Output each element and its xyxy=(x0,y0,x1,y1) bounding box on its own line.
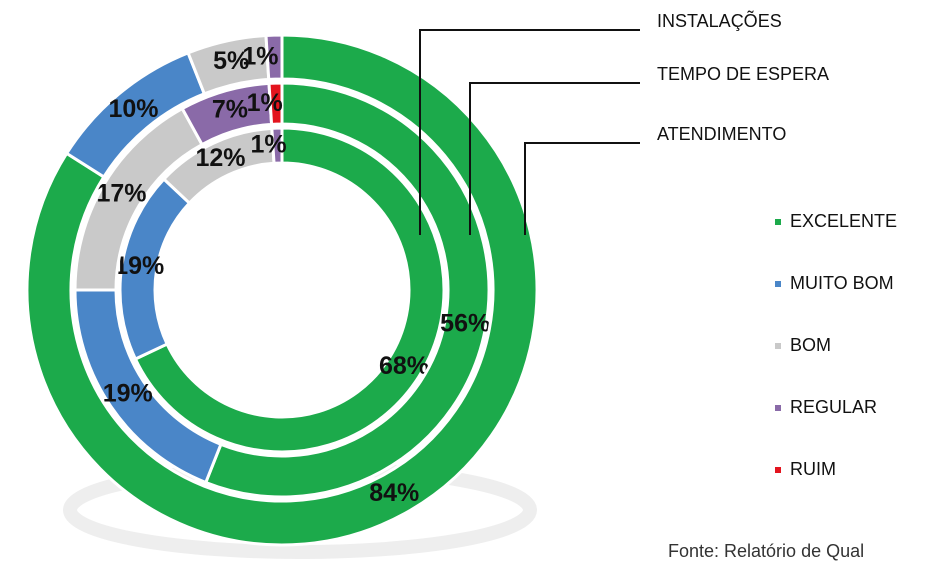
ring-segment xyxy=(264,33,284,82)
legend-label: REGULAR xyxy=(790,397,877,417)
value-label: 84% xyxy=(369,479,419,507)
legend-label: RUIM xyxy=(790,459,836,479)
ring-segment xyxy=(203,81,491,499)
ring-name: ATENDIMENTO xyxy=(657,124,786,144)
value-label: 56% xyxy=(440,310,490,338)
value-label: 19% xyxy=(103,379,153,407)
legend-label: MUITO BOM xyxy=(790,273,894,293)
legend-marker xyxy=(775,467,781,473)
value-label: 10% xyxy=(108,95,158,123)
value-label: 68% xyxy=(379,352,429,380)
legend-label: EXCELENTE xyxy=(790,211,897,231)
leader-line xyxy=(524,142,640,235)
footnote: Fonte: Relatório de Qual xyxy=(668,541,864,561)
value-label: 17% xyxy=(96,180,146,208)
legend-marker xyxy=(775,405,781,411)
value-label: 1% xyxy=(251,131,287,159)
ring-segment xyxy=(270,126,284,165)
ring-segment xyxy=(25,33,539,547)
value-label: 7% xyxy=(212,96,248,124)
value-label: 5% xyxy=(213,47,249,75)
legend-marker xyxy=(775,343,781,349)
value-label: 1% xyxy=(247,89,283,117)
ring-name: INSTALAÇÕES xyxy=(657,10,782,31)
ring-segment xyxy=(267,81,284,126)
value-label: 12% xyxy=(195,144,245,172)
leader-line xyxy=(469,82,640,235)
value-label: 1% xyxy=(242,43,278,71)
ring-name: TEMPO DE ESPERA xyxy=(657,64,829,84)
leader-line xyxy=(419,29,640,235)
value-label: 19% xyxy=(114,252,164,280)
legend-marker xyxy=(775,219,781,225)
legend-label: BOM xyxy=(790,335,831,355)
legend-marker xyxy=(775,281,781,287)
ring-segment xyxy=(133,126,446,454)
